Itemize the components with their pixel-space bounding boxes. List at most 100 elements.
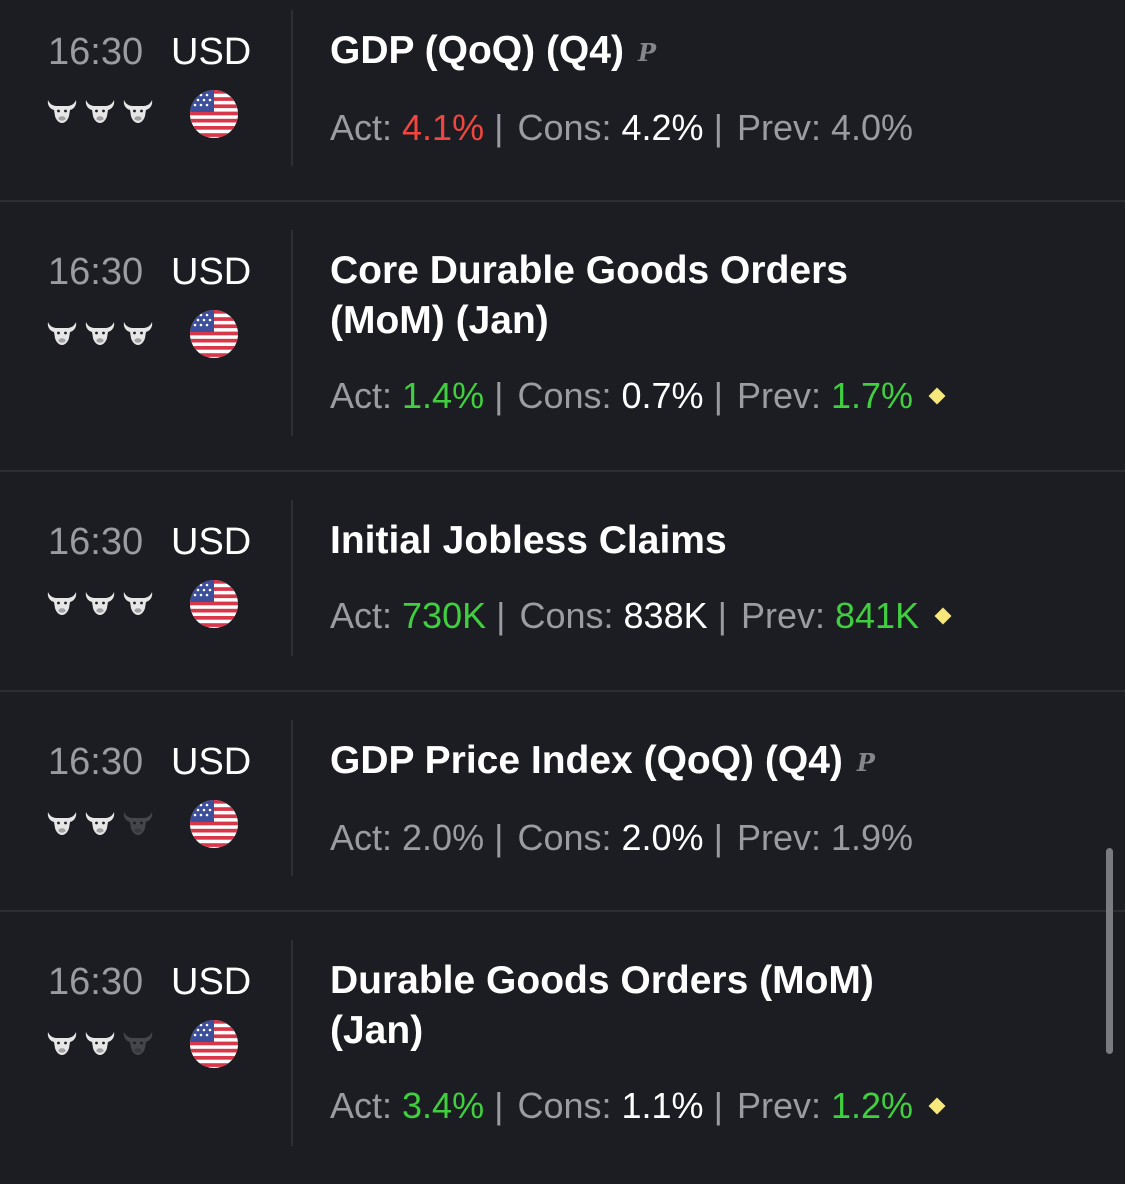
bull-icon xyxy=(84,1028,116,1056)
bull-icon xyxy=(46,588,78,616)
stat-separator: | xyxy=(494,1085,504,1126)
actual-label: Act: xyxy=(330,595,393,636)
actual-value: 730K xyxy=(402,595,487,636)
revised-diamond-icon xyxy=(928,387,946,405)
event-time: 16:30 xyxy=(48,521,144,563)
bull-icon xyxy=(122,96,154,124)
actual-value: 3.4% xyxy=(402,1085,485,1126)
event-stats: Act: 3.4% | Cons: 1.1% | Prev: 1.2% xyxy=(330,1084,1095,1128)
event-details: Core Durable Goods Orders (MoM) (Jan) Ac… xyxy=(330,246,1095,418)
column-divider xyxy=(291,940,293,1146)
consensus-label: Cons: xyxy=(517,107,612,148)
importance-rating xyxy=(46,808,154,836)
event-meta: 16:30 USD xyxy=(0,0,292,200)
us-flag-icon xyxy=(190,1020,238,1068)
previous-value: 841K xyxy=(835,595,920,636)
event-time: 16:30 xyxy=(48,741,144,783)
revised-diamond-icon xyxy=(928,1097,946,1115)
bull-icon xyxy=(84,808,116,836)
event-row[interactable]: 16:30 USD GDP (QoQ) (Q4) P Act: 4.1% | Cons… xyxy=(0,0,1125,202)
consensus-value: 0.7% xyxy=(621,375,704,416)
event-currency: USD xyxy=(171,31,252,73)
previous-value: 1.2% xyxy=(830,1085,914,1126)
bull-icon xyxy=(46,318,78,346)
bull-icon xyxy=(122,588,154,616)
consensus-label: Cons: xyxy=(517,817,612,858)
consensus-label: Cons: xyxy=(519,595,614,636)
event-meta: 16:30 USD xyxy=(0,472,292,690)
event-currency: USD xyxy=(171,741,252,783)
event-details: Initial Jobless Claims Act: 730K | Cons: 8… xyxy=(330,516,1095,638)
preliminary-icon: P xyxy=(856,748,875,777)
us-flag-icon xyxy=(190,90,238,138)
column-divider xyxy=(291,10,293,166)
event-row[interactable]: 16:30 USD Initial Jobless Claims Act: 73… xyxy=(0,472,1125,692)
previous-label: Prev: xyxy=(740,595,825,636)
stat-separator: | xyxy=(713,107,723,148)
event-stats: Act: 730K | Cons: 838K | Prev: 841K xyxy=(330,594,1095,638)
stat-separator: | xyxy=(496,595,506,636)
event-title: GDP (QoQ) (Q4) P xyxy=(330,26,950,78)
event-currency: USD xyxy=(171,961,252,1003)
event-details: Durable Goods Orders (MoM) (Jan) Act: 3.… xyxy=(330,956,1095,1128)
stat-separator: | xyxy=(717,595,727,636)
bull-icon xyxy=(84,96,116,124)
previous-value: 1.9% xyxy=(830,817,914,858)
us-flag-icon xyxy=(190,310,238,358)
event-row[interactable]: 16:30 USD GDP Price Index (QoQ) (Q4) P Ac… xyxy=(0,692,1125,912)
event-title: GDP Price Index (QoQ) (Q4) P xyxy=(330,736,950,788)
bull-icon xyxy=(122,808,154,836)
column-divider xyxy=(291,230,293,436)
event-time: 16:30 xyxy=(48,251,144,293)
actual-value: 2.0% xyxy=(402,817,485,858)
column-divider xyxy=(291,720,293,876)
event-row[interactable]: 16:30 USD Durable Goods Orders (MoM) (Ja… xyxy=(0,912,1125,1184)
us-flag-icon xyxy=(190,800,238,848)
previous-value: 4.0% xyxy=(830,107,914,148)
bull-icon xyxy=(46,96,78,124)
consensus-value: 4.2% xyxy=(621,107,704,148)
us-flag-icon xyxy=(190,580,238,628)
importance-rating xyxy=(46,318,154,346)
event-row[interactable]: 16:30 USD Core Durable Goods Orders (MoM… xyxy=(0,202,1125,472)
event-meta: 16:30 USD xyxy=(0,692,292,910)
event-details: GDP Price Index (QoQ) (Q4) P Act: 2.0% | Co… xyxy=(330,736,1095,860)
actual-value: 4.1% xyxy=(402,107,485,148)
stat-separator: | xyxy=(713,1085,723,1126)
stat-separator: | xyxy=(713,817,723,858)
actual-label: Act: xyxy=(330,1085,393,1126)
importance-rating xyxy=(46,588,154,616)
event-title: Durable Goods Orders (MoM) (Jan) xyxy=(330,959,874,1052)
actual-label: Act: xyxy=(330,107,393,148)
event-currency: USD xyxy=(171,521,252,563)
consensus-label: Cons: xyxy=(517,375,612,416)
bull-icon xyxy=(46,1028,78,1056)
bull-icon xyxy=(46,808,78,836)
event-time: 16:30 xyxy=(48,961,144,1003)
importance-rating xyxy=(46,1028,154,1056)
previous-value: 1.7% xyxy=(830,375,914,416)
revised-diamond-icon xyxy=(934,607,952,625)
stat-separator: | xyxy=(494,375,504,416)
previous-label: Prev: xyxy=(736,107,821,148)
event-stats: Act: 2.0% | Cons: 2.0% | Prev: 1.9% xyxy=(330,816,1095,860)
consensus-value: 1.1% xyxy=(621,1085,704,1126)
actual-value: 1.4% xyxy=(402,375,485,416)
column-divider xyxy=(291,500,293,656)
stat-separator: | xyxy=(494,107,504,148)
importance-rating xyxy=(46,96,154,124)
event-meta: 16:30 USD xyxy=(0,912,292,1184)
stat-separator: | xyxy=(494,817,504,858)
event-details: GDP (QoQ) (Q4) P Act: 4.1% | Cons: 4.2% | Pre… xyxy=(330,26,1095,150)
event-stats: Act: 1.4% | Cons: 0.7% | Prev: 1.7% xyxy=(330,374,1095,418)
bull-icon xyxy=(84,588,116,616)
bull-icon xyxy=(122,318,154,346)
event-title: Core Durable Goods Orders (MoM) (Jan) xyxy=(330,249,848,342)
consensus-label: Cons: xyxy=(517,1085,612,1126)
event-meta: 16:30 USD xyxy=(0,202,292,470)
consensus-value: 2.0% xyxy=(621,817,704,858)
scrollbar-thumb[interactable] xyxy=(1106,848,1113,1054)
event-title: Initial Jobless Claims xyxy=(330,519,727,562)
stat-separator: | xyxy=(713,375,723,416)
